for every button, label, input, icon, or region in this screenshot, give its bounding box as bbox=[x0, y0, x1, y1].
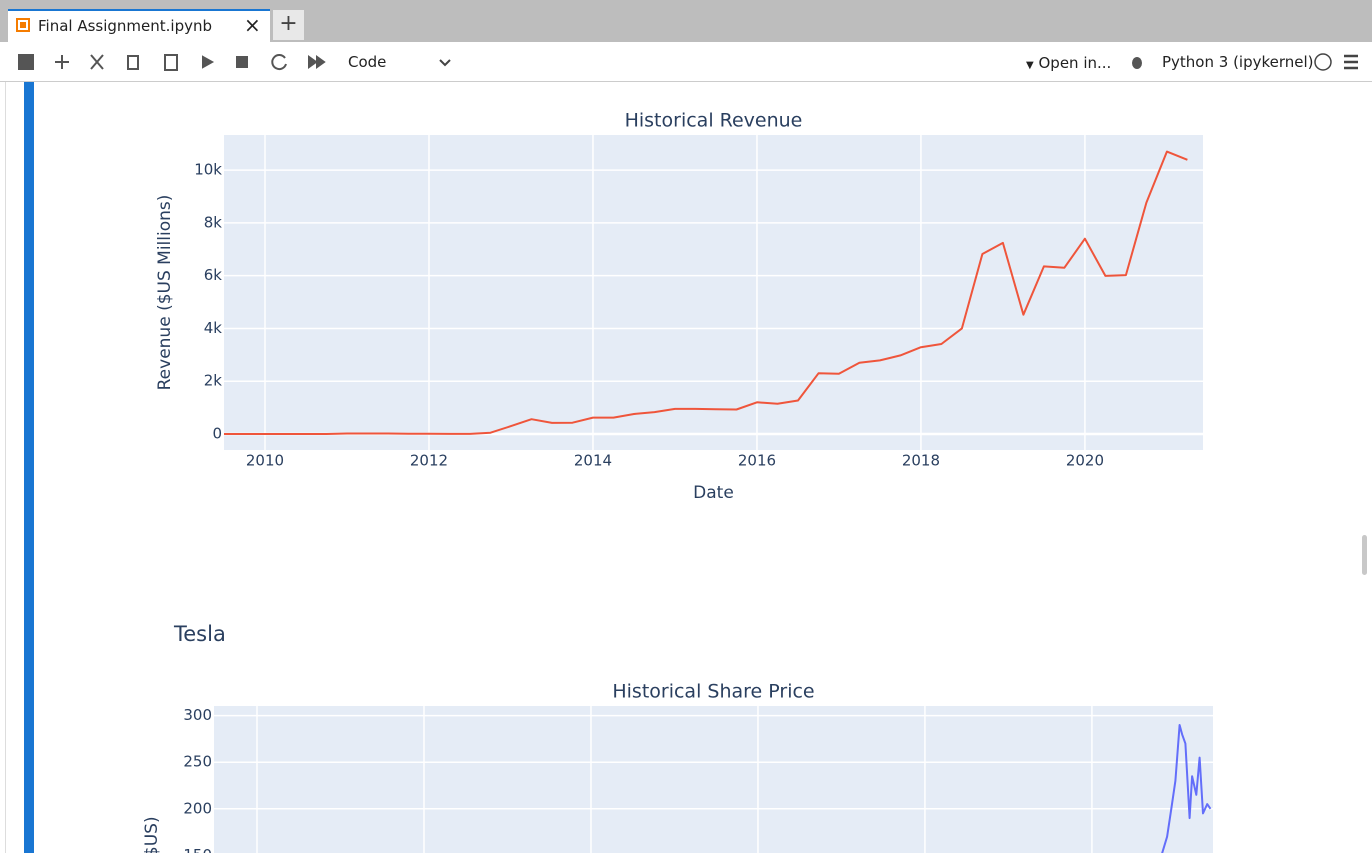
y-axis-label: Revenue ($US Millions) bbox=[155, 195, 175, 391]
stop-icon[interactable] bbox=[236, 56, 248, 68]
scrollbar-thumb[interactable] bbox=[1362, 535, 1367, 575]
y-tick-label: 6k bbox=[204, 266, 223, 284]
toolbar-icons bbox=[18, 54, 326, 71]
add-icon[interactable] bbox=[55, 55, 69, 69]
y-tick-label: 300 bbox=[183, 706, 212, 724]
x-tick-label: 2012 bbox=[410, 452, 448, 470]
x-tick-label: 2010 bbox=[246, 452, 284, 470]
paste-icon[interactable] bbox=[164, 54, 178, 71]
y-tick-label: 250 bbox=[183, 753, 212, 771]
plot-data bbox=[224, 150, 1188, 435]
cell-type-select[interactable]: Code bbox=[348, 53, 387, 71]
data-line bbox=[224, 150, 1188, 435]
chart-title: Historical Revenue bbox=[625, 110, 803, 132]
plot-data bbox=[1161, 724, 1212, 853]
markdown-heading: Tesla bbox=[174, 622, 226, 646]
y-tick-label: 10k bbox=[194, 161, 222, 179]
x-axis-label: Date bbox=[693, 483, 734, 503]
run-icon[interactable] bbox=[202, 55, 215, 69]
border bbox=[5, 82, 6, 853]
chart-title: Historical Share Price bbox=[612, 681, 814, 703]
new-tab[interactable]: + bbox=[273, 10, 304, 40]
data-line bbox=[1161, 724, 1212, 853]
notebook-icon bbox=[16, 18, 30, 32]
y-tick-label: 200 bbox=[183, 799, 212, 817]
tab-bar: Final Assignment.ipynb × + bbox=[0, 0, 1372, 42]
open-in-label: Open in... bbox=[1038, 54, 1112, 72]
dropdown-arrow bbox=[439, 59, 451, 67]
plot-area bbox=[224, 135, 1203, 450]
y-tick-label: 4k bbox=[204, 319, 223, 337]
x-tick-label: 2016 bbox=[738, 452, 776, 470]
y-tick-label: 2k bbox=[204, 372, 223, 390]
active-cell-bar bbox=[24, 82, 34, 853]
kernel-status bbox=[1314, 53, 1358, 71]
kernel-name[interactable]: Python 3 (ipykernel) bbox=[1162, 53, 1314, 71]
cut-icon[interactable] bbox=[90, 54, 104, 70]
restart-icon[interactable] bbox=[271, 54, 287, 71]
close-tab[interactable]: × bbox=[244, 13, 261, 37]
y-tick-label: 150 bbox=[183, 846, 212, 853]
tab-title: Final Assignment.ipynb bbox=[38, 17, 213, 35]
plot-area bbox=[214, 706, 1213, 853]
x-tick-label: 2014 bbox=[574, 452, 612, 470]
toolbar: Code ▼ Open in... Python 3 (ipykernel) bbox=[0, 42, 1372, 82]
open-in-button[interactable]: ▼ Open in... bbox=[1026, 54, 1112, 72]
x-tick-label: 2020 bbox=[1066, 452, 1104, 470]
y-axis-label: Price ($US) bbox=[142, 816, 162, 853]
save-icon[interactable] bbox=[18, 54, 34, 70]
tab[interactable]: Final Assignment.ipynb × bbox=[8, 9, 270, 42]
y-tick-label: 0 bbox=[212, 425, 222, 443]
y-tick-label: 8k bbox=[204, 213, 223, 231]
run-all-icon[interactable] bbox=[308, 55, 326, 69]
debugger-icon[interactable] bbox=[1129, 54, 1145, 70]
copy-icon[interactable] bbox=[127, 55, 139, 70]
x-tick-label: 2018 bbox=[902, 452, 940, 470]
